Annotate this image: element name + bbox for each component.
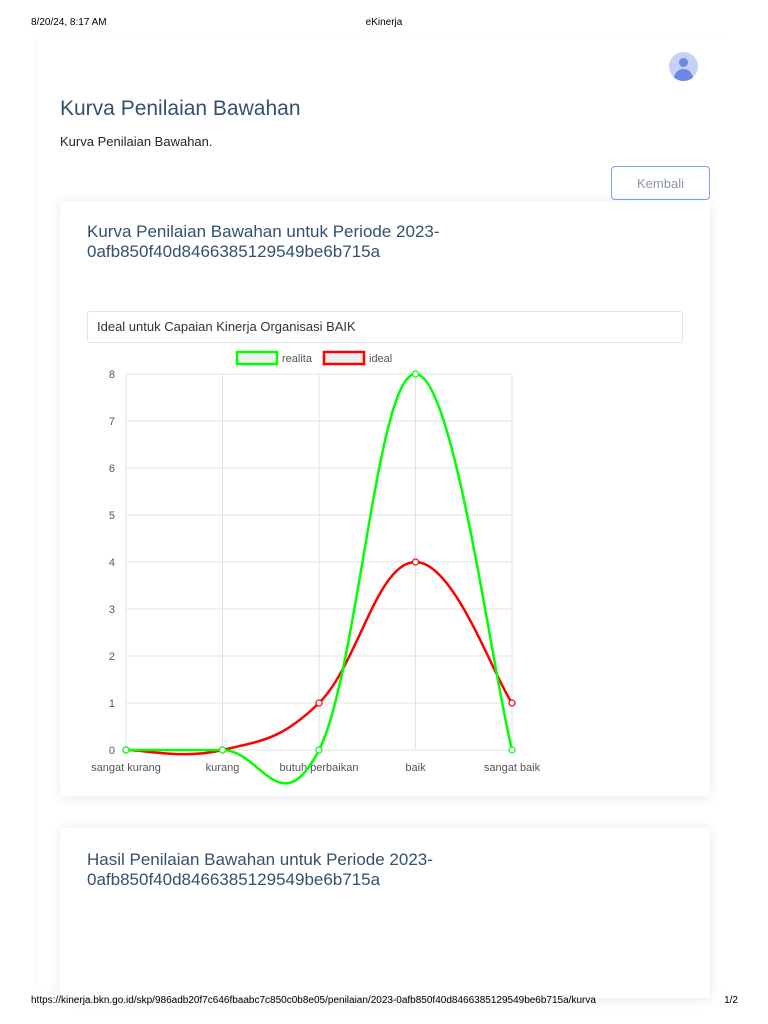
x-tick-label: sangat baik [484,762,541,774]
x-tick-label: butuh perbaikan [280,762,359,774]
data-point-realita [508,746,516,754]
data-point-realita [122,746,130,754]
x-tick-label: baik [405,762,426,774]
series-line-ideal [125,560,514,756]
print-footer: https://kinerja.bkn.go.id/skp/986adb20f7… [0,995,768,1009]
y-tick-label: 3 [109,604,115,616]
curve-card-title: Kurva Penilaian Bawahan untuk Periode 20… [87,222,440,261]
legend-label-realita: realita [282,353,313,365]
print-datetime: 8/20/24, 8:17 AM [31,17,107,28]
legend-swatch-realita [235,350,279,366]
y-tick-label: 2 [109,651,115,663]
y-tick-label: 4 [109,557,115,569]
y-tick-label: 6 [109,463,115,475]
y-tick-label: 5 [109,510,115,522]
y-tick-label: 8 [109,369,115,381]
data-point-realita [315,746,323,754]
x-tick-label: sangat kurang [91,762,161,774]
data-point-realita [411,370,420,378]
ideal-select[interactable]: Ideal untuk Capaian Kinerja Organisasi B… [87,311,683,343]
print-page-number: 1/2 [724,995,738,1006]
data-point-ideal [315,699,323,707]
print-url: https://kinerja.bkn.go.id/skp/986adb20f7… [31,995,596,1006]
user-avatar-icon[interactable] [669,52,698,81]
y-tick-label: 1 [109,698,115,710]
back-button[interactable]: Kembali [611,166,710,200]
data-point-ideal [508,699,516,707]
print-header: 8/20/24, 8:17 AM eKinerja [0,17,768,31]
data-point-realita [218,746,227,754]
print-title: eKinerja [365,17,403,28]
result-card: Hasil Penilaian Bawahan untuk Periode 20… [60,828,710,998]
legend-label-ideal: ideal [369,353,392,365]
page-title: Kurva Penilaian Bawahan [60,97,301,120]
data-point-ideal [411,558,420,566]
result-card-title: Hasil Penilaian Bawahan untuk Periode 20… [87,850,433,889]
y-tick-label: 0 [109,745,115,757]
curve-card: Kurva Penilaian Bawahan untuk Periode 20… [60,201,710,796]
page-subtitle: Kurva Penilaian Bawahan. [60,134,213,149]
legend-swatch-ideal [322,350,366,366]
performance-curve-chart: 0 1 2 3 4 5 6 7 8 sangat kurang kurang butuh perbai… [91,350,541,785]
y-tick-label: 7 [109,416,115,428]
x-tick-label: kurang [206,762,240,774]
